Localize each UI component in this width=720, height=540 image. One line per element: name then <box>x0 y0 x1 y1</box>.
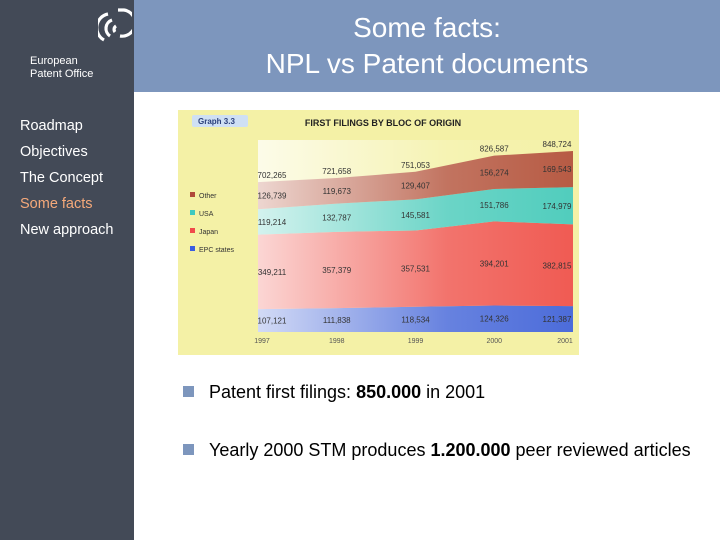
data-label: 132,787 <box>322 214 351 223</box>
data-label: 107,121 <box>258 317 287 326</box>
data-label: 126,739 <box>258 192 287 201</box>
x-tick-label: 1997 <box>254 338 270 345</box>
chart-badge <box>192 115 248 127</box>
x-tick-label: 2001 <box>557 338 573 345</box>
x-tick-label: 2000 <box>486 338 502 345</box>
data-label: 174,979 <box>543 202 572 211</box>
slide-title: Some facts: NPL vs Patent documents <box>134 10 720 82</box>
data-label: 169,543 <box>543 165 572 174</box>
data-label: 124,326 <box>480 315 509 324</box>
total-label: 826,587 <box>480 145 509 154</box>
data-label: 357,531 <box>401 265 430 274</box>
chart-title: FIRST FILINGS BY BLOC OF ORIGIN <box>305 118 461 128</box>
total-label: 721,658 <box>322 167 351 176</box>
roadmap-menu: Roadmap Objectives The Concept Some fact… <box>20 113 114 243</box>
data-label: 151,786 <box>480 201 509 210</box>
legend-label: EPC states <box>199 247 235 254</box>
data-label: 382,815 <box>543 261 572 270</box>
data-label: 357,379 <box>322 266 351 275</box>
menu-item-some-facts[interactable]: Some facts <box>20 196 93 212</box>
x-tick-label: 1998 <box>329 338 345 345</box>
legend-label: USA <box>199 211 214 218</box>
fact-text-pre: Yearly 2000 STM produces <box>209 440 431 460</box>
menu-item-concept[interactable]: The Concept <box>20 170 104 186</box>
fact-text-post: in 2001 <box>421 382 486 402</box>
legend-swatch <box>190 246 195 251</box>
data-label: 349,211 <box>258 268 287 277</box>
data-label: 129,407 <box>401 182 430 191</box>
filings-chart: Graph 3.3 FIRST FILINGS BY BLOC OF ORIGIN… <box>178 110 579 355</box>
fact-value: 1.200.000 <box>430 440 511 460</box>
organization-name: European Patent Office <box>30 55 93 81</box>
data-label: 145,581 <box>401 211 430 220</box>
org-line-2: Patent Office <box>30 68 94 80</box>
chart-fade-overlay <box>258 140 573 332</box>
legend-label: Japan <box>199 229 218 236</box>
fact-text-pre: Patent first filings: <box>209 382 357 402</box>
data-label: 119,214 <box>258 218 287 227</box>
data-label: 394,201 <box>480 259 509 268</box>
bullet-square-icon <box>183 444 194 455</box>
legend-swatch <box>190 228 195 233</box>
total-label: 751,053 <box>401 161 430 170</box>
fact-item: Yearly 2000 STM produces 1.200.000 peer … <box>183 438 703 462</box>
x-tick-label: 1999 <box>408 338 424 345</box>
title-line-2: NPL vs Patent documents <box>265 48 589 79</box>
legend-swatch <box>190 192 195 197</box>
menu-item-roadmap[interactable]: Roadmap <box>20 118 83 134</box>
logo-area: European Patent Office <box>0 0 134 92</box>
menu-item-objectives[interactable]: Objectives <box>20 144 88 160</box>
data-label: 119,673 <box>323 187 352 196</box>
data-label: 118,534 <box>401 315 430 324</box>
total-label: 848,724 <box>543 140 572 149</box>
menu-item-new-approach[interactable]: New approach <box>20 222 114 238</box>
chart-badge-text: Graph 3.3 <box>198 117 235 126</box>
org-line-1: European <box>30 55 78 67</box>
legend-label: Other <box>199 193 217 200</box>
bullet-square-icon <box>183 386 194 397</box>
facts-list: Patent first filings: 850.000 in 2001 Ye… <box>183 380 703 496</box>
fact-text-post: peer reviewed articles <box>510 440 691 460</box>
fact-item: Patent first filings: 850.000 in 2001 <box>183 380 703 404</box>
title-banner <box>134 0 720 92</box>
epo-logo-icon <box>98 8 132 42</box>
data-label: 156,274 <box>480 168 509 177</box>
total-label: 702,265 <box>258 171 287 180</box>
data-label: 121,387 <box>543 315 572 324</box>
legend-swatch <box>190 210 195 215</box>
title-line-1: Some facts: <box>353 12 501 43</box>
data-label: 111,838 <box>323 316 351 325</box>
filings-chart-svg: Graph 3.3 FIRST FILINGS BY BLOC OF ORIGIN… <box>190 115 573 345</box>
fact-value: 850.000 <box>356 382 422 402</box>
